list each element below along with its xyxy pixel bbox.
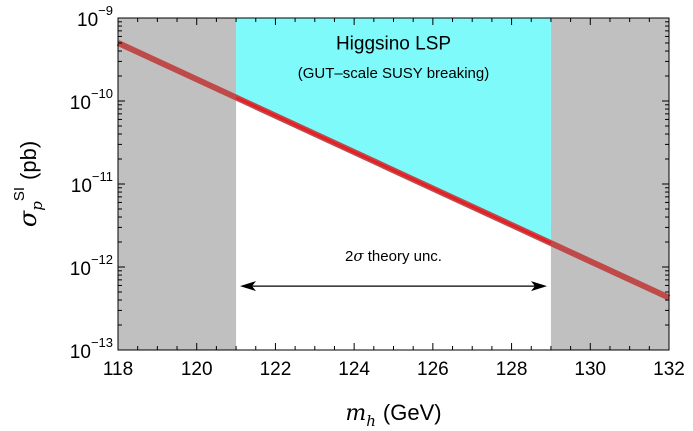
y-tick-exp: −12 [91,252,113,267]
region-label-line2: (GUT–scale SUSY breaking) [298,65,489,82]
x-axis-sub: h [366,412,376,430]
y-axis-sup: SI [11,187,28,201]
x-tick-label: 130 [574,359,606,380]
excluded-region-2 [550,18,669,350]
uncertainty-label: 2σ theory unc. [345,247,442,265]
x-tick-label: 126 [417,359,449,380]
y-axis-unit: (pb) [16,141,41,180]
region-label-line1: Higgsino LSP [336,34,451,55]
y-tick-base: 10 [70,93,91,114]
y-axis-sub: p [28,201,46,211]
x-tick-label: 132 [653,359,685,380]
y-tick-label: 10−9 [77,3,113,31]
x-tick-label: 120 [181,359,213,380]
allowed-region [236,18,551,244]
y-tick-exp: −11 [92,169,113,184]
y-tick-exp: −10 [91,86,113,101]
y-axis-label: σpSI (pb) [11,141,46,227]
x-tick-label: 118 [103,359,133,380]
y-tick-base: 10 [77,10,98,31]
x-axis-ticks: 118 120 122 124 126 128 130 132 [103,18,685,380]
y-axis-label-text: σpSI (pb) [11,141,46,227]
series [116,40,671,301]
uncertainty-prefix: 2 [345,248,353,265]
region-label: Higgsino LSP (GUT–scale SUSY breaking) [298,34,489,82]
series-line-highlight [235,96,552,245]
y-axis-var: σ [14,210,42,227]
x-axis-var: m [345,401,366,426]
uncertainty-symbol: σ [353,247,364,265]
y-tick-label: 10−10 [70,86,113,114]
y-tick-exp: −13 [91,335,113,350]
y-tick-exp: −9 [98,3,113,18]
uncertainty-text: theory unc. [364,248,442,265]
x-axis-label: mh (GeV) [345,400,441,430]
y-tick-label: 10−13 [70,335,113,363]
x-tick-label: 122 [260,359,292,380]
y-tick-label: 10−12 [70,252,113,280]
x-tick-label: 128 [496,359,528,380]
arrow-head-left [240,281,257,292]
x-axis-unit: (GeV) [383,400,442,425]
theory-uncertainty-annotation: 2σ theory unc. [240,247,547,292]
y-tick-base: 10 [71,176,92,197]
y-tick-base: 10 [70,342,91,363]
y-tick-base: 10 [70,259,91,280]
y-tick-label: 10−11 [71,169,113,197]
x-tick-label: 124 [338,359,370,380]
arrow-head-right [530,281,547,292]
